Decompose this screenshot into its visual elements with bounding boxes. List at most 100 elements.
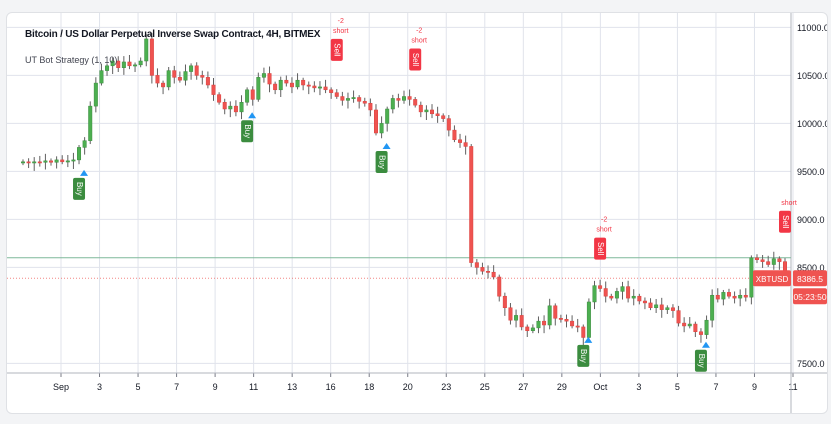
sell-signal-text: Sell <box>596 242 605 256</box>
y-tick-label: 7500.0 <box>797 359 825 369</box>
candle <box>502 295 507 308</box>
candle <box>771 258 776 265</box>
candle <box>110 60 115 67</box>
candle <box>614 291 619 299</box>
price-chart[interactable]: 11000.0 10500.0 10000.0 9500.0 9000.0 8500.0 7… <box>7 13 827 413</box>
candle <box>155 75 160 84</box>
candle <box>413 99 418 106</box>
buy-signal-text: Buy <box>579 349 588 363</box>
candle <box>345 98 350 101</box>
y-tick-label: 9500.0 <box>797 167 825 177</box>
entry-arrow-marker <box>701 341 710 348</box>
candle <box>32 161 37 164</box>
x-tick-label: 25 <box>480 382 490 392</box>
candle <box>424 109 429 113</box>
candle <box>267 73 272 85</box>
candle <box>698 331 703 335</box>
candle <box>469 146 474 263</box>
candle <box>306 84 311 87</box>
candle <box>105 65 110 71</box>
current-price-text: 8386.5 <box>797 274 823 284</box>
candle <box>284 79 289 84</box>
candle <box>368 102 373 111</box>
candle <box>60 159 65 163</box>
x-tick-label: 20 <box>403 382 413 392</box>
candle <box>626 286 631 299</box>
candle <box>177 77 182 81</box>
y-tick-label: 10500.0 <box>797 71 827 81</box>
x-tick-label: 13 <box>287 382 297 392</box>
candle <box>598 285 603 289</box>
order-size: -2 <box>601 217 607 224</box>
candle <box>222 102 227 110</box>
candle <box>676 310 681 324</box>
symbol-badge-text: XBTUSD <box>756 275 789 284</box>
candle <box>116 60 121 68</box>
candle <box>682 322 687 327</box>
candle <box>396 98 401 101</box>
candle <box>402 96 406 101</box>
x-tick-label: 9 <box>213 382 218 392</box>
candle <box>301 79 306 86</box>
candle <box>77 147 82 161</box>
buy-signal-label <box>694 349 707 372</box>
candle <box>743 294 748 298</box>
x-tick-label: 18 <box>364 382 374 392</box>
candle <box>149 38 154 76</box>
candle <box>99 70 104 84</box>
candle <box>766 261 771 265</box>
x-tick-label: 5 <box>675 382 680 392</box>
y-tick-label: 9000.0 <box>797 215 825 225</box>
candle <box>54 159 59 163</box>
candle <box>228 105 233 110</box>
candle <box>93 82 98 107</box>
candle <box>379 123 384 134</box>
candle <box>715 294 720 300</box>
symbol-badge <box>753 270 791 287</box>
x-tick-label: 11 <box>788 382 797 392</box>
candle <box>189 65 194 72</box>
candle <box>217 94 222 103</box>
candle <box>637 295 642 302</box>
candle <box>273 83 278 91</box>
candle <box>586 301 591 338</box>
candle <box>82 140 87 148</box>
candle <box>642 300 647 304</box>
sell-signal-label <box>594 237 607 260</box>
chart-title: Bitcoin / US Dollar Perpetual Inverse Sw… <box>25 29 321 40</box>
candle <box>486 270 491 273</box>
y-tick-label: 10000.0 <box>797 119 827 129</box>
candle <box>323 86 328 91</box>
candle <box>542 320 547 326</box>
order-size: -2 <box>416 28 422 35</box>
candle <box>127 61 132 67</box>
candle <box>732 295 737 299</box>
candle <box>133 64 138 67</box>
candle <box>654 304 659 308</box>
buy-signal-label <box>577 344 590 367</box>
buy-signal-text: Buy <box>697 354 706 368</box>
entry-arrow-marker <box>80 169 89 176</box>
candle <box>592 285 597 303</box>
candle <box>525 326 530 332</box>
candle <box>317 86 322 89</box>
buy-signal-label <box>375 151 388 173</box>
x-tick-label: Oct <box>593 382 608 392</box>
candle <box>631 295 636 299</box>
countdown-text: 05:23:50 <box>793 292 826 302</box>
candle <box>659 304 664 310</box>
candle <box>161 82 166 88</box>
order-comment: short <box>411 38 427 45</box>
candle <box>575 325 580 328</box>
candle <box>329 89 334 93</box>
candle <box>138 60 143 66</box>
sell-signal-text: Sell <box>333 43 342 57</box>
x-tick-label: Sep <box>53 382 69 392</box>
indicator-legend[interactable]: UT Bot Strategy (1, 10) <box>25 55 118 65</box>
candle <box>570 320 575 327</box>
candle <box>519 315 524 328</box>
candle <box>704 319 709 335</box>
candle <box>37 161 42 164</box>
candle <box>441 115 446 119</box>
candle <box>726 292 731 297</box>
